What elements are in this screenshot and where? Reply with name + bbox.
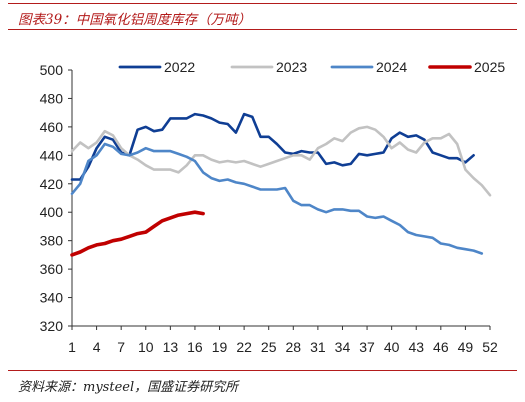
x-tick-label: 34 — [335, 339, 351, 355]
y-tick-label: 480 — [40, 90, 64, 106]
y-tick-label: 360 — [40, 261, 64, 277]
y-tick-label: 420 — [40, 176, 64, 192]
x-tick-label: 25 — [261, 339, 277, 355]
x-tick-label: 1 — [68, 339, 76, 355]
series-line-2023 — [70, 125, 492, 197]
y-tick-label: 320 — [40, 318, 64, 334]
x-tick-label: 16 — [187, 339, 203, 355]
x-tick-label: 19 — [212, 339, 228, 355]
x-tick-label: 43 — [408, 339, 424, 355]
x-tick-label: 46 — [433, 339, 449, 355]
chart-legend: 2022 2023 2024 2025 — [118, 59, 505, 75]
y-tick-label: 380 — [40, 233, 64, 249]
y-tick-label: 440 — [40, 147, 64, 163]
caption-rule — [8, 29, 517, 30]
x-tick-label: 13 — [163, 339, 179, 355]
x-tick-label: 4 — [93, 339, 101, 355]
series-line-2024 — [70, 142, 484, 255]
x-tick-label: 31 — [310, 339, 326, 355]
y-tick-label: 500 — [40, 62, 64, 78]
x-tick-label: 22 — [236, 339, 252, 355]
legend-label-2022: 2022 — [164, 59, 195, 75]
x-tick-label: 37 — [359, 339, 375, 355]
source-note: 资料来源：mysteel，国盛证券研究所 — [18, 380, 239, 395]
chart-axes: 320 340 360 380 400 420 440 460 480 500 1 4 7 10 13 16 1… — [40, 62, 498, 355]
header-rule — [8, 3, 517, 4]
series-line-2025 — [70, 210, 205, 257]
y-tick-label: 340 — [40, 290, 64, 306]
legend-label-2025: 2025 — [474, 59, 505, 75]
chart-series-layer — [70, 112, 492, 257]
x-tick-label: 52 — [482, 339, 498, 355]
x-tick-label: 28 — [286, 339, 302, 355]
x-tick-label: 10 — [138, 339, 154, 355]
y-tick-label: 460 — [40, 119, 64, 135]
legend-label-2023: 2023 — [276, 59, 307, 75]
x-tick-label: 40 — [384, 339, 400, 355]
legend-label-2024: 2024 — [376, 59, 407, 75]
x-tick-label: 49 — [458, 339, 474, 355]
chart-caption: 图表39：中国氧化铝周度库存（万吨） — [18, 12, 252, 28]
x-tick-label: 7 — [117, 339, 125, 355]
y-tick-label: 400 — [40, 204, 64, 220]
series-line-2022 — [70, 112, 475, 181]
footer-rule — [8, 370, 517, 371]
